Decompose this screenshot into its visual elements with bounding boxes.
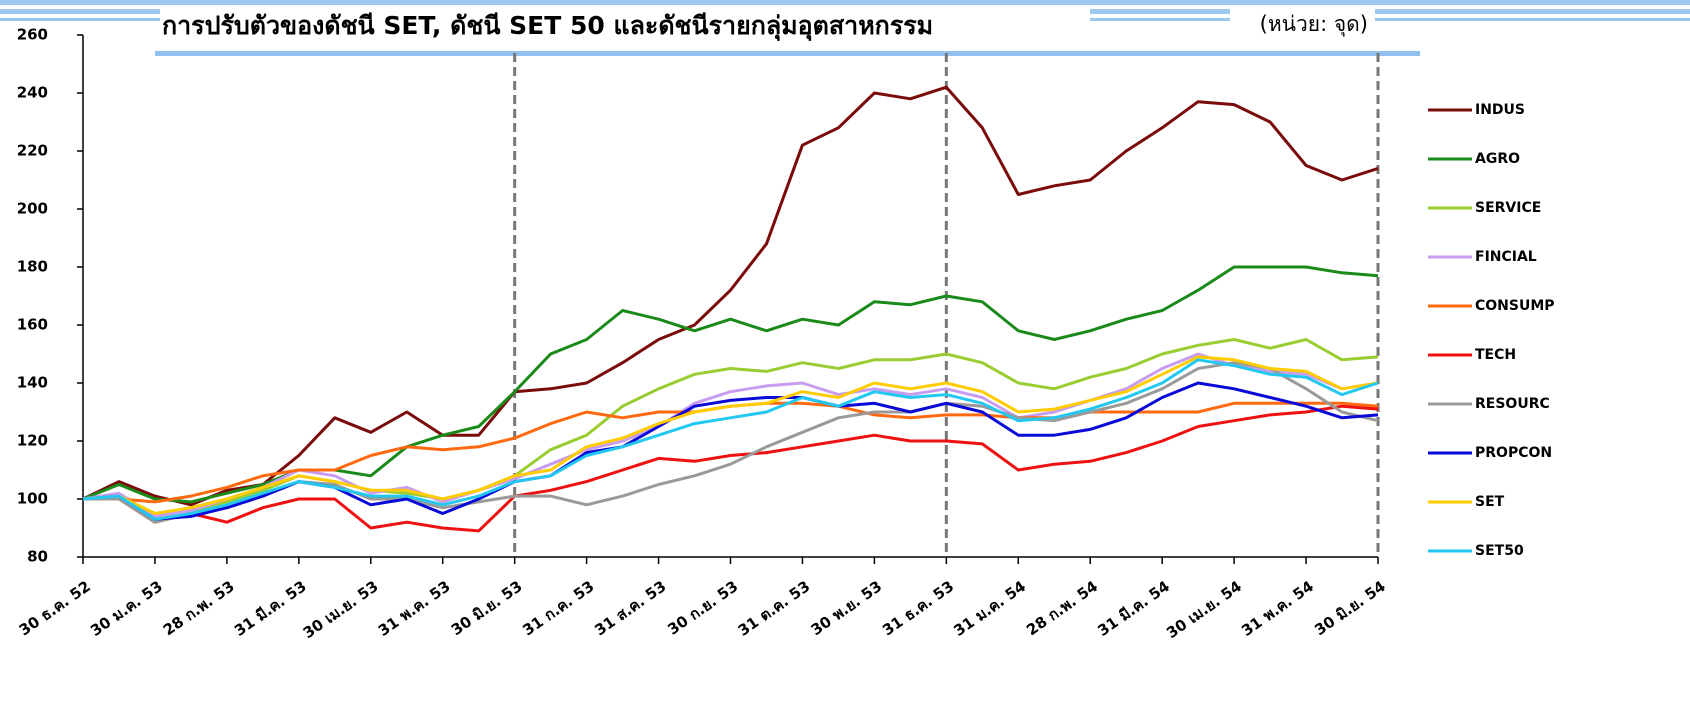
x-tick-label: 30 ก.ย. 53 xyxy=(664,577,741,638)
series-line xyxy=(83,361,1379,524)
x-tick-label: 30 ม.ค. 53 xyxy=(87,577,166,640)
x-tick-label: 30 เม.ย. 53 xyxy=(300,577,382,642)
y-tick-label: 100 xyxy=(17,490,48,508)
legend-label: INDUS xyxy=(1475,102,1525,118)
series-line xyxy=(82,355,1379,515)
x-tick-label: 28 ก.พ. 53 xyxy=(160,577,238,639)
x-tick-label: 30 ธ.ค. 52 xyxy=(16,577,94,639)
x-tick-label: 31 มี.ค. 53 xyxy=(231,577,310,640)
y-tick-label: 260 xyxy=(17,26,48,44)
x-tick-label: 31 ธ.ค. 53 xyxy=(879,577,957,639)
legend-label: FINCIAL xyxy=(1475,249,1537,265)
series-line xyxy=(82,265,1379,504)
series-line xyxy=(82,85,1379,507)
x-tick-label: 31 พ.ค. 54 xyxy=(1238,577,1317,640)
series-line xyxy=(82,358,1379,521)
series-line xyxy=(82,381,1379,521)
x-tick-label: 28 ก.พ. 54 xyxy=(1023,577,1101,639)
x-tick-label: 30 มิ.ย. 53 xyxy=(448,577,526,639)
title-bg xyxy=(160,8,1090,46)
unit-label: (หน่วย: จุด) xyxy=(1260,12,1368,37)
y-tick-label: 200 xyxy=(17,200,48,218)
subtitle-bg xyxy=(1230,8,1375,46)
x-tick-label: 31 ต.ค. 53 xyxy=(735,577,814,640)
y-tick-label: 220 xyxy=(17,142,48,160)
legend-label: AGRO xyxy=(1475,151,1520,167)
x-tick-label: 30 มิ.ย. 54 xyxy=(1311,577,1389,639)
y-tick-label: 80 xyxy=(27,548,48,566)
legend-label: SERVICE xyxy=(1475,200,1541,216)
title-underline xyxy=(155,51,1420,56)
y-tick-label: 140 xyxy=(17,374,48,392)
x-tick-label: 31 พ.ค. 53 xyxy=(375,577,454,640)
legend-label: RESOURC xyxy=(1475,396,1550,412)
x-tick-label: 31 ม.ค. 54 xyxy=(950,577,1029,640)
series-line xyxy=(83,404,1379,533)
y-tick-label: 120 xyxy=(17,432,48,450)
chart-title: การปรับตัวของดัชนี SET, ดัชนี SET 50 และ… xyxy=(162,11,933,42)
x-tick-label: 31 ก.ค. 53 xyxy=(519,577,597,639)
legend-label: SET50 xyxy=(1475,543,1524,559)
legend-label: TECH xyxy=(1475,347,1516,363)
legend-label: PROPCON xyxy=(1475,445,1552,461)
y-tick-label: 180 xyxy=(17,258,48,276)
top-band xyxy=(0,0,1690,5)
legend-label: CONSUMP xyxy=(1475,298,1555,314)
x-tick-label: 31 มี.ค. 54 xyxy=(1094,577,1173,640)
legend-label: SET xyxy=(1475,494,1505,510)
y-tick-label: 160 xyxy=(17,316,48,334)
y-tick-label: 240 xyxy=(17,84,48,102)
x-tick-label: 31 ส.ค. 53 xyxy=(591,577,669,639)
x-tick-label: 30 เม.ย. 54 xyxy=(1163,577,1245,642)
x-tick-label: 30 พ.ย. 53 xyxy=(808,577,886,639)
series-line xyxy=(82,352,1379,518)
